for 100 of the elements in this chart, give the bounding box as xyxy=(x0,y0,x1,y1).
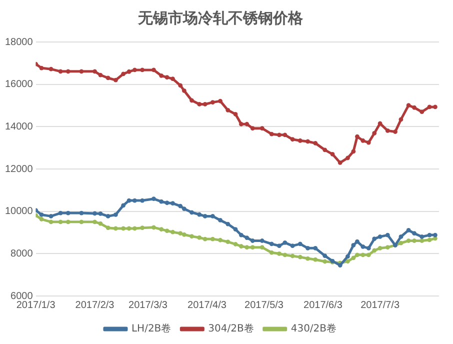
point xyxy=(140,226,145,230)
point xyxy=(239,244,244,248)
point xyxy=(269,242,274,246)
point xyxy=(313,140,318,146)
point xyxy=(269,250,274,255)
point xyxy=(126,69,132,74)
point xyxy=(398,117,404,122)
point xyxy=(190,234,194,239)
point xyxy=(360,252,366,258)
point xyxy=(282,240,288,245)
point xyxy=(372,248,377,253)
point xyxy=(366,140,371,145)
point xyxy=(66,69,70,74)
point xyxy=(366,246,371,250)
point xyxy=(190,98,194,103)
point xyxy=(420,110,424,114)
point xyxy=(66,220,70,224)
point xyxy=(159,227,164,232)
point xyxy=(406,238,411,243)
x-tick-label: 2017/6/3 xyxy=(304,300,343,311)
point xyxy=(106,76,110,80)
point xyxy=(152,68,156,72)
point xyxy=(58,210,63,216)
point xyxy=(113,226,118,231)
point xyxy=(330,152,335,156)
point xyxy=(360,138,366,143)
point xyxy=(372,236,377,242)
point xyxy=(277,244,282,248)
point xyxy=(250,238,255,243)
point xyxy=(239,122,244,126)
point xyxy=(39,216,44,222)
point xyxy=(366,252,371,258)
point xyxy=(132,198,137,203)
point xyxy=(398,234,404,239)
point xyxy=(132,226,137,231)
point xyxy=(190,210,194,215)
point xyxy=(48,220,54,224)
point xyxy=(260,245,264,250)
point xyxy=(385,128,390,133)
point xyxy=(313,257,318,262)
point xyxy=(182,88,186,93)
y-tick-label: 12000 xyxy=(4,164,34,175)
point xyxy=(427,238,432,242)
point xyxy=(79,69,84,74)
y-tick-label: 6000 xyxy=(10,290,34,302)
point xyxy=(298,242,302,246)
point xyxy=(385,245,390,250)
point xyxy=(98,221,103,226)
point xyxy=(290,254,295,258)
point xyxy=(210,214,215,218)
x-tick-label: 2017/2/3 xyxy=(75,300,115,311)
point xyxy=(313,246,318,250)
point xyxy=(226,240,230,244)
point xyxy=(432,232,438,238)
point xyxy=(351,243,356,248)
point xyxy=(202,102,208,106)
y-tick-label: 18000 xyxy=(4,36,34,48)
point xyxy=(58,220,63,224)
point xyxy=(210,100,215,105)
point xyxy=(66,210,70,216)
x-tick-label: 2017/5/3 xyxy=(244,300,284,311)
point xyxy=(244,245,250,250)
point xyxy=(427,232,432,238)
point xyxy=(277,251,282,256)
point xyxy=(58,69,63,74)
legend-label: 430/2B卷 xyxy=(290,322,337,335)
point xyxy=(113,212,118,217)
legend-label: LH/2B卷 xyxy=(131,322,172,335)
point xyxy=(113,78,118,82)
point xyxy=(121,72,126,76)
legend-label: 304/2B卷 xyxy=(208,322,254,335)
point xyxy=(260,238,264,243)
point xyxy=(98,211,103,216)
point xyxy=(346,254,350,259)
point xyxy=(322,148,328,152)
point xyxy=(140,198,145,203)
point xyxy=(79,220,84,224)
x-tick-label: 2017/1/3 xyxy=(16,300,56,311)
point xyxy=(398,240,404,246)
y-tick-label: 14000 xyxy=(4,121,34,132)
point xyxy=(420,234,424,239)
point xyxy=(152,225,156,230)
point xyxy=(218,218,222,222)
point xyxy=(355,252,360,258)
point xyxy=(360,244,366,249)
point xyxy=(178,83,183,88)
point xyxy=(159,73,164,78)
point xyxy=(269,132,274,136)
point xyxy=(152,196,156,202)
point xyxy=(427,104,432,110)
point xyxy=(98,72,103,78)
point xyxy=(322,259,328,264)
point xyxy=(298,138,302,143)
point xyxy=(282,132,288,138)
point xyxy=(432,104,438,110)
x-tick-label: 2017/4/3 xyxy=(188,300,227,311)
point xyxy=(226,222,230,226)
x-tick-label: 2017/7/3 xyxy=(360,300,400,311)
point xyxy=(126,198,132,203)
point xyxy=(164,75,170,80)
